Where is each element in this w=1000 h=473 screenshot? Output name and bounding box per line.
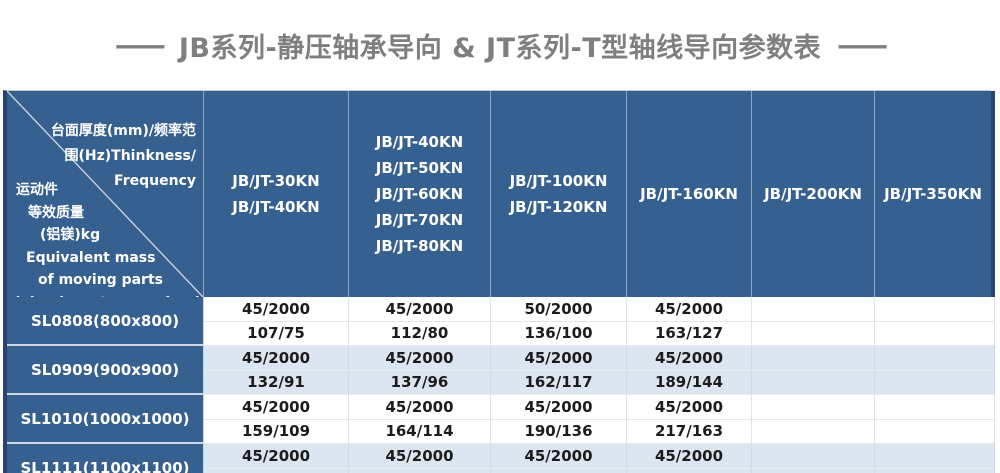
- cell: [752, 346, 875, 371]
- column-header-line: JB/JT-160KN: [640, 185, 738, 203]
- corner-line: 台面厚度(mm)/频率范: [50, 123, 196, 139]
- corner-line: Equivalent mass: [26, 249, 156, 266]
- title-dash-left: ——: [114, 29, 166, 61]
- cell: 164/114: [349, 419, 491, 444]
- cell: 45/2000: [204, 395, 349, 420]
- corner-line: 等效质量: [28, 204, 84, 221]
- column-header-line: JB/JT-50KN: [375, 159, 464, 177]
- cell: [204, 468, 349, 473]
- column-header-line: JB/JT-80KN: [375, 237, 464, 255]
- cell: 132/91: [204, 370, 349, 395]
- cell: [875, 468, 995, 473]
- cell: 45/2000: [627, 297, 752, 322]
- cell: [875, 395, 995, 420]
- corner-line: of moving parts: [38, 272, 163, 288]
- cell: 107/75: [204, 321, 349, 346]
- column-header-line: JB/JT-70KN: [375, 211, 464, 229]
- cell: [752, 395, 875, 420]
- cell: 45/2000: [491, 346, 627, 371]
- cell: 45/2000: [204, 346, 349, 371]
- cell: 45/2000: [204, 297, 349, 322]
- cell: [875, 297, 995, 322]
- corner-bottom-left-label: 运动件 等效质量 (铝镁)kg Equivalent mass of movin…: [14, 179, 201, 297]
- corner-header-cell: 台面厚度(mm)/频率范 围(Hz)Thinkness/ Frequency 运…: [7, 91, 204, 297]
- cell: [875, 346, 995, 371]
- cell: [752, 468, 875, 473]
- cell: [875, 370, 995, 395]
- cell: [491, 468, 627, 473]
- table-row-sl0909: SL0909(900x900) 45/2000 45/2000 45/2000 …: [7, 346, 995, 395]
- corner-line: (aluminum/magnesium): [14, 292, 201, 298]
- parameter-table: 台面厚度(mm)/频率范 围(Hz)Thinkness/ Frequency 运…: [3, 90, 995, 473]
- cell: 45/2000: [627, 346, 752, 371]
- column-header-jbjt-100-120kn: JB/JT-100KN JB/JT-120KN: [491, 91, 627, 297]
- cell: [752, 419, 875, 444]
- cell: 162/117: [491, 370, 627, 395]
- table-row-sl1010: SL1010(1000x1000) 45/2000 45/2000 45/200…: [7, 395, 995, 444]
- corner-line: 围(Hz)Thinkness/: [64, 148, 197, 164]
- cell: 50/2000: [491, 297, 627, 322]
- corner-line: Frequency: [114, 173, 196, 189]
- cell: 136/100: [491, 321, 627, 346]
- cell: 45/2000: [349, 444, 491, 469]
- cell: [752, 321, 875, 346]
- column-header-jbjt-40-80kn: JB/JT-40KN JB/JT-50KN JB/JT-60KN JB/JT-7…: [349, 91, 491, 297]
- cell: 45/2000: [349, 346, 491, 371]
- cell: 112/80: [349, 321, 491, 346]
- cell: 159/109: [204, 419, 349, 444]
- column-header-line: JB/JT-350KN: [884, 185, 982, 203]
- cell: [875, 444, 995, 469]
- cell: [349, 468, 491, 473]
- column-header-line: JB/JT-40KN: [232, 198, 320, 216]
- corner-line: (铝镁)kg: [40, 227, 101, 243]
- column-header-jbjt-200kn: JB/JT-200KN: [752, 91, 875, 297]
- column-header-line: JB/JT-60KN: [375, 185, 464, 203]
- row-label-sl0808: SL0808(800x800): [7, 297, 204, 346]
- column-header-line: JB/JT-40KN: [375, 133, 464, 151]
- title-text: JB系列-静压轴承导向 & JT系列-T型轴线导向参数表: [178, 32, 822, 64]
- cell: 45/2000: [627, 395, 752, 420]
- column-header-line: JB/JT-200KN: [764, 185, 862, 203]
- cell: 45/2000: [349, 395, 491, 420]
- cell: 45/2000: [491, 444, 627, 469]
- cell: 45/2000: [349, 297, 491, 322]
- column-header-line: JB/JT-120KN: [509, 198, 608, 216]
- cell: 45/2000: [491, 395, 627, 420]
- cell: 45/2000: [204, 444, 349, 469]
- table-row-sl0808: SL0808(800x800) 45/2000 45/2000 50/2000 …: [7, 297, 995, 346]
- cell: [875, 321, 995, 346]
- cell: 190/136: [491, 419, 627, 444]
- cell: [752, 297, 875, 322]
- title-dash-right: ——: [837, 29, 888, 61]
- table-row-sl1111: SL1111(1100x1100) 45/2000 45/2000 45/200…: [7, 444, 995, 473]
- cell: 137/96: [349, 370, 491, 395]
- row-label-sl1010: SL1010(1000x1000): [7, 395, 204, 444]
- corner-line: 运动件: [16, 182, 58, 198]
- column-header-line: JB/JT-100KN: [509, 172, 608, 190]
- cell: [627, 468, 752, 473]
- cell: [875, 419, 995, 444]
- row-label-sl0909: SL0909(900x900): [7, 346, 204, 395]
- row-label-sl1111: SL1111(1100x1100): [7, 444, 204, 473]
- table-header-row: 台面厚度(mm)/频率范 围(Hz)Thinkness/ Frequency 运…: [7, 91, 995, 297]
- cell: 217/163: [627, 419, 752, 444]
- cell: 189/144: [627, 370, 752, 395]
- column-header-line: JB/JT-30KN: [232, 172, 320, 190]
- column-header-jbjt-30-40kn: JB/JT-30KN JB/JT-40KN: [204, 91, 349, 297]
- cell: 45/2000: [627, 444, 752, 469]
- column-header-jbjt-160kn: JB/JT-160KN: [627, 91, 752, 297]
- cell: 163/127: [627, 321, 752, 346]
- cell: [752, 370, 875, 395]
- corner-top-right-label: 台面厚度(mm)/频率范 围(Hz)Thinkness/ Frequency: [51, 119, 196, 194]
- page-title: —— JB系列-静压轴承导向 & JT系列-T型轴线导向参数表 ——: [0, 0, 1000, 90]
- diagonal-line: [7, 91, 203, 297]
- cell: [752, 444, 875, 469]
- column-header-jbjt-350kn: JB/JT-350KN: [875, 91, 995, 297]
